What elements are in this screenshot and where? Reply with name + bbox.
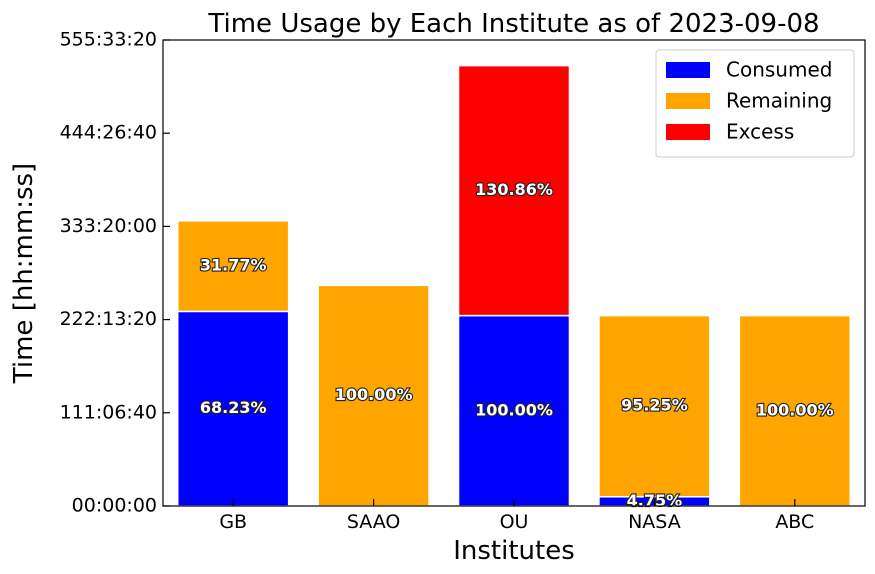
x-tick-label: OU xyxy=(500,511,529,533)
x-axis: GB SAAO OU NASA ABC xyxy=(219,499,814,533)
bar-label-abc-remaining: 100.00% xyxy=(756,400,834,419)
legend-label-consumed: Consumed xyxy=(726,58,832,82)
y-axis-label: Time [hh:mm:ss] xyxy=(9,163,39,384)
y-axis: 00:00:00 111:06:40 222:13:20 333:20:00 444:2… xyxy=(60,29,170,517)
bar-ou-excess xyxy=(457,64,571,317)
x-tick-label: GB xyxy=(219,511,247,533)
legend-swatch-consumed xyxy=(666,62,710,78)
chart-title: Time Usage by Each Institute as of 2023-… xyxy=(207,9,819,39)
y-tick-label: 00:00:00 xyxy=(72,495,157,517)
legend-label-remaining: Remaining xyxy=(726,89,832,113)
bar-saao-remaining xyxy=(317,284,430,507)
x-axis-label: Institutes xyxy=(453,536,575,566)
bar-label-gb-remaining: 31.77% xyxy=(200,256,267,275)
bars xyxy=(176,64,852,507)
legend: Consumed Remaining Excess xyxy=(655,49,855,158)
x-tick-label: ABC xyxy=(775,511,814,533)
bar-label-nasa-remaining: 95.25% xyxy=(621,396,688,415)
bar-nasa-remaining xyxy=(598,314,711,498)
y-tick-label: 333:20:00 xyxy=(60,215,157,237)
bar-label-ou-excess: 130.86% xyxy=(475,180,553,199)
legend-swatch-remaining xyxy=(666,93,710,109)
bar-gb-remaining xyxy=(176,220,290,313)
bar-label-saao-remaining: 100.00% xyxy=(335,385,413,404)
bar-ou-consumed xyxy=(457,314,571,507)
bar-gb-consumed xyxy=(176,310,290,507)
x-tick-label: NASA xyxy=(628,511,681,533)
y-tick-label: 555:33:20 xyxy=(60,29,157,51)
legend-swatch-excess xyxy=(666,124,710,140)
x-tick-label: SAAO xyxy=(347,511,401,533)
y-tick-label: 222:13:20 xyxy=(60,308,157,330)
y-tick-label: 444:26:40 xyxy=(60,122,157,144)
bar-abc-remaining xyxy=(738,314,852,507)
bar-label-gb-consumed: 68.23% xyxy=(200,398,267,417)
bar-label-ou-consumed: 100.00% xyxy=(475,400,553,419)
legend-label-excess: Excess xyxy=(726,120,794,144)
y-tick-label: 111:06:40 xyxy=(60,401,157,423)
